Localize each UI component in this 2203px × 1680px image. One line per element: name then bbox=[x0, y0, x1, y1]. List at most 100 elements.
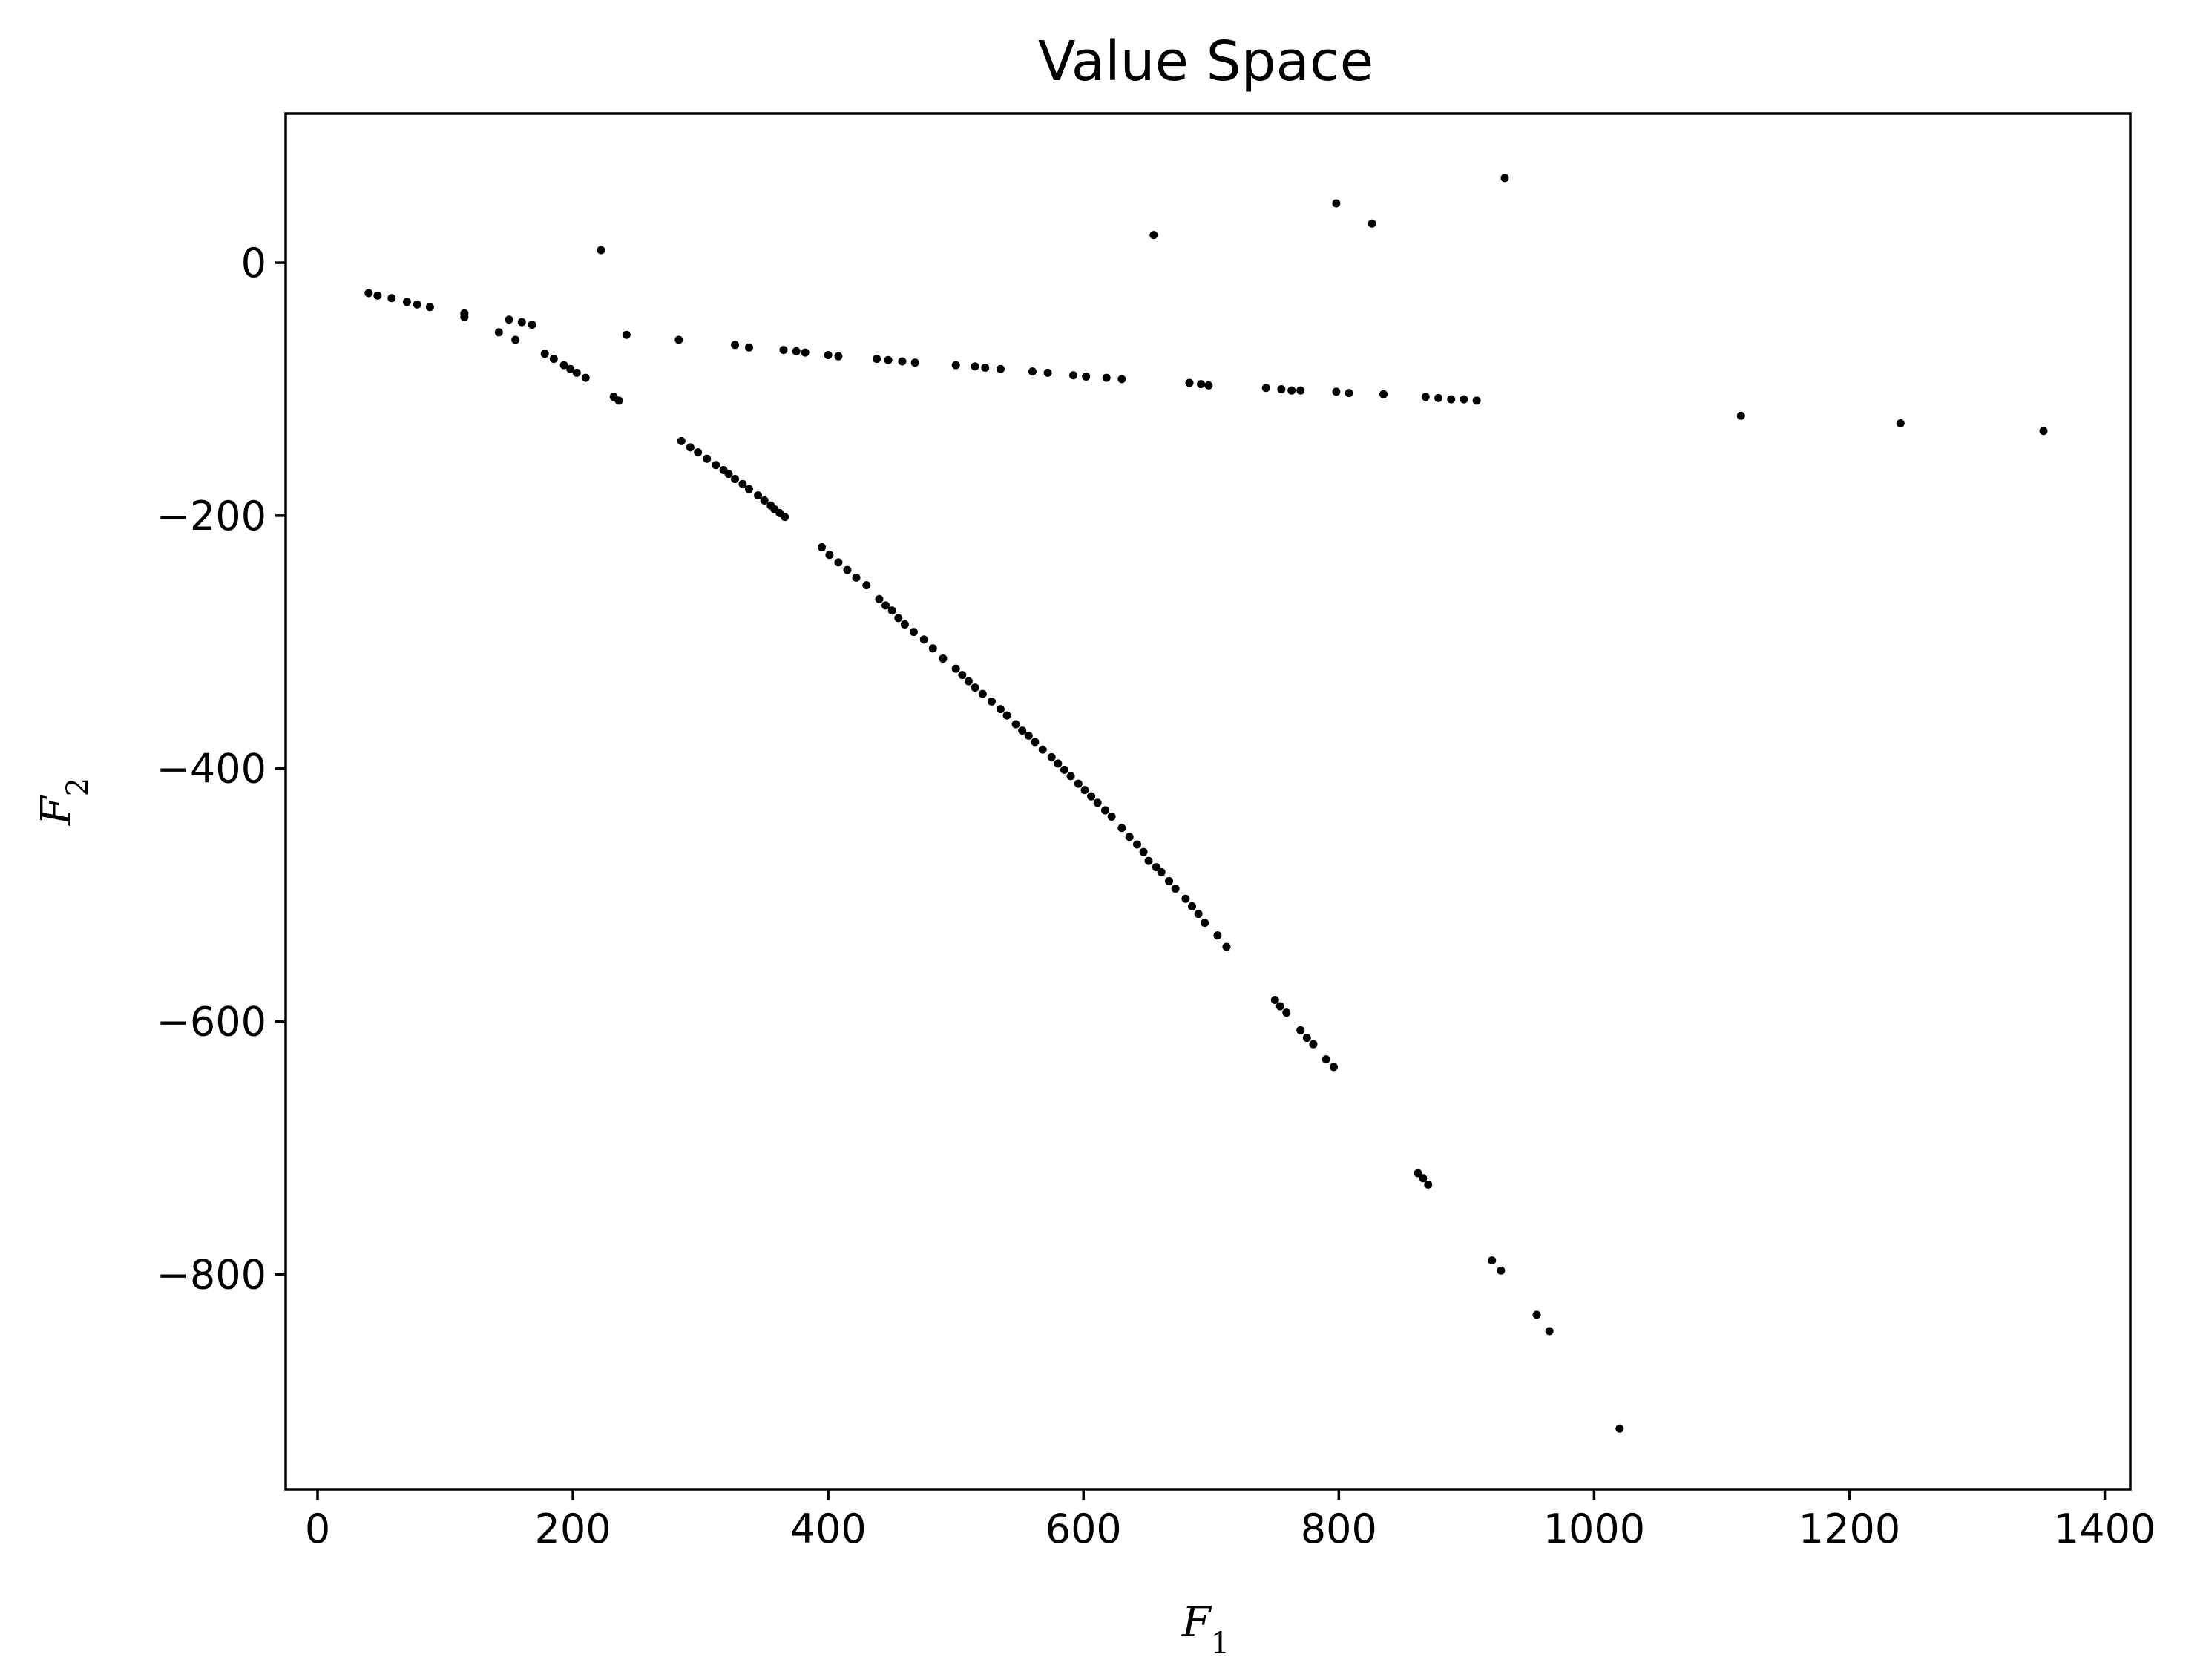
scatter-point bbox=[1213, 931, 1222, 940]
scatter-point bbox=[825, 551, 834, 560]
scatter-point bbox=[1460, 395, 1468, 404]
x-tick-label: 200 bbox=[535, 1506, 611, 1552]
scatter-point bbox=[1532, 1310, 1541, 1319]
scatter-point bbox=[1424, 1180, 1433, 1189]
scatter-point bbox=[928, 644, 937, 653]
scatter-point bbox=[1414, 1169, 1422, 1178]
scatter-point bbox=[1379, 390, 1388, 398]
x-tick-label: 1200 bbox=[1799, 1506, 1900, 1552]
scatter-point bbox=[951, 361, 960, 370]
scatter-point bbox=[760, 496, 769, 505]
scatter-point bbox=[852, 573, 861, 582]
scatter-point bbox=[1002, 711, 1011, 720]
scatter-point bbox=[1024, 731, 1033, 740]
scatter-point bbox=[981, 364, 990, 373]
scatter-point bbox=[566, 364, 575, 373]
scatter-point bbox=[1368, 219, 1376, 228]
x-axis-label: F1 bbox=[1181, 1598, 1229, 1661]
scatter-point bbox=[1165, 876, 1174, 885]
scatter-point bbox=[1152, 863, 1160, 872]
scatter-point bbox=[517, 318, 526, 327]
scatter-point bbox=[1545, 1327, 1554, 1336]
scatter-point bbox=[978, 689, 987, 698]
scatter-point bbox=[1736, 411, 1745, 420]
x-tick-label: 1400 bbox=[2054, 1506, 2156, 1552]
scatter-point bbox=[731, 474, 740, 483]
scatter-point bbox=[572, 368, 581, 377]
scatter-point bbox=[731, 341, 740, 350]
scatter-point bbox=[1107, 812, 1116, 821]
scatter-point bbox=[1125, 833, 1134, 841]
scatter-point bbox=[1031, 738, 1040, 747]
scatter-point bbox=[413, 300, 421, 309]
scatter-point bbox=[1038, 745, 1047, 754]
scatter-point bbox=[597, 246, 605, 255]
scatter-point bbox=[919, 635, 928, 644]
scatter-point bbox=[1082, 372, 1091, 381]
scatter-point bbox=[1187, 902, 1196, 910]
scatter-point bbox=[745, 343, 754, 352]
scatter-point bbox=[373, 291, 382, 300]
scatter-point bbox=[460, 312, 469, 321]
scatter-point bbox=[1261, 384, 1270, 393]
scatter-point bbox=[622, 330, 631, 339]
scatter-point bbox=[1222, 942, 1231, 951]
scatter-point bbox=[887, 606, 896, 615]
scatter-point bbox=[745, 485, 754, 493]
x-tick-label: 400 bbox=[790, 1506, 867, 1552]
scatter-point bbox=[779, 346, 788, 355]
scatter-point bbox=[738, 479, 747, 488]
scatter-point bbox=[939, 654, 948, 663]
scatter-point bbox=[1275, 1002, 1284, 1011]
scatter-point bbox=[987, 697, 996, 706]
scatter-point bbox=[505, 315, 513, 324]
scatter-point bbox=[1093, 798, 1102, 807]
scatter-point bbox=[1117, 824, 1126, 833]
scatter-point bbox=[1500, 174, 1509, 183]
scatter-point bbox=[581, 373, 590, 382]
scatter-point bbox=[1302, 1034, 1311, 1043]
scatter-point bbox=[387, 294, 396, 303]
scatter-point bbox=[1139, 847, 1148, 856]
scatter-point bbox=[1345, 389, 1353, 398]
scatter-point bbox=[1277, 384, 1286, 393]
scatter-point bbox=[824, 350, 833, 359]
x-tick-label: 600 bbox=[1045, 1506, 1122, 1552]
scatter-point bbox=[614, 396, 623, 405]
scatter-point bbox=[1133, 840, 1142, 849]
scatter-point bbox=[549, 355, 558, 364]
scatter-point bbox=[792, 347, 801, 355]
scatter-point bbox=[1101, 806, 1110, 815]
y-axis: 0 −200 −400 −600 −800 bbox=[157, 240, 286, 1298]
scatter-point bbox=[834, 558, 843, 567]
scatter-point bbox=[1117, 375, 1126, 384]
scatter-point bbox=[1896, 419, 1905, 427]
scatter-point bbox=[1472, 396, 1481, 405]
scatter-point bbox=[511, 335, 520, 344]
scatter-point bbox=[1011, 720, 1020, 729]
scatter-point bbox=[1194, 910, 1203, 919]
scatter-point bbox=[1171, 885, 1180, 893]
scatter-point bbox=[494, 328, 503, 337]
scatter-point bbox=[1060, 765, 1068, 774]
scatter-point bbox=[1157, 867, 1166, 876]
x-tick-label: 800 bbox=[1301, 1506, 1377, 1552]
scatter-point bbox=[402, 298, 411, 306]
scatter-point bbox=[1434, 393, 1443, 402]
y-tick-label: −400 bbox=[157, 746, 266, 793]
scatter-point bbox=[1332, 199, 1341, 208]
scatter-point bbox=[1144, 856, 1153, 865]
chart-title: Value Space bbox=[1038, 30, 1373, 93]
scatter-point bbox=[1102, 373, 1111, 382]
scatter-point bbox=[996, 705, 1005, 714]
scatter-point bbox=[1028, 367, 1037, 376]
x-axis: 0 200 400 600 800 1000 1200 1400 bbox=[305, 1489, 2156, 1552]
scatter-point bbox=[898, 357, 907, 366]
scatter-point bbox=[1270, 996, 1279, 1005]
scatter-point bbox=[1615, 1424, 1624, 1433]
scatter-point bbox=[1447, 395, 1456, 404]
scatter-point bbox=[1068, 371, 1077, 380]
scatter-point bbox=[694, 448, 703, 457]
scatter-point bbox=[674, 335, 683, 344]
scatter-point bbox=[781, 513, 789, 522]
